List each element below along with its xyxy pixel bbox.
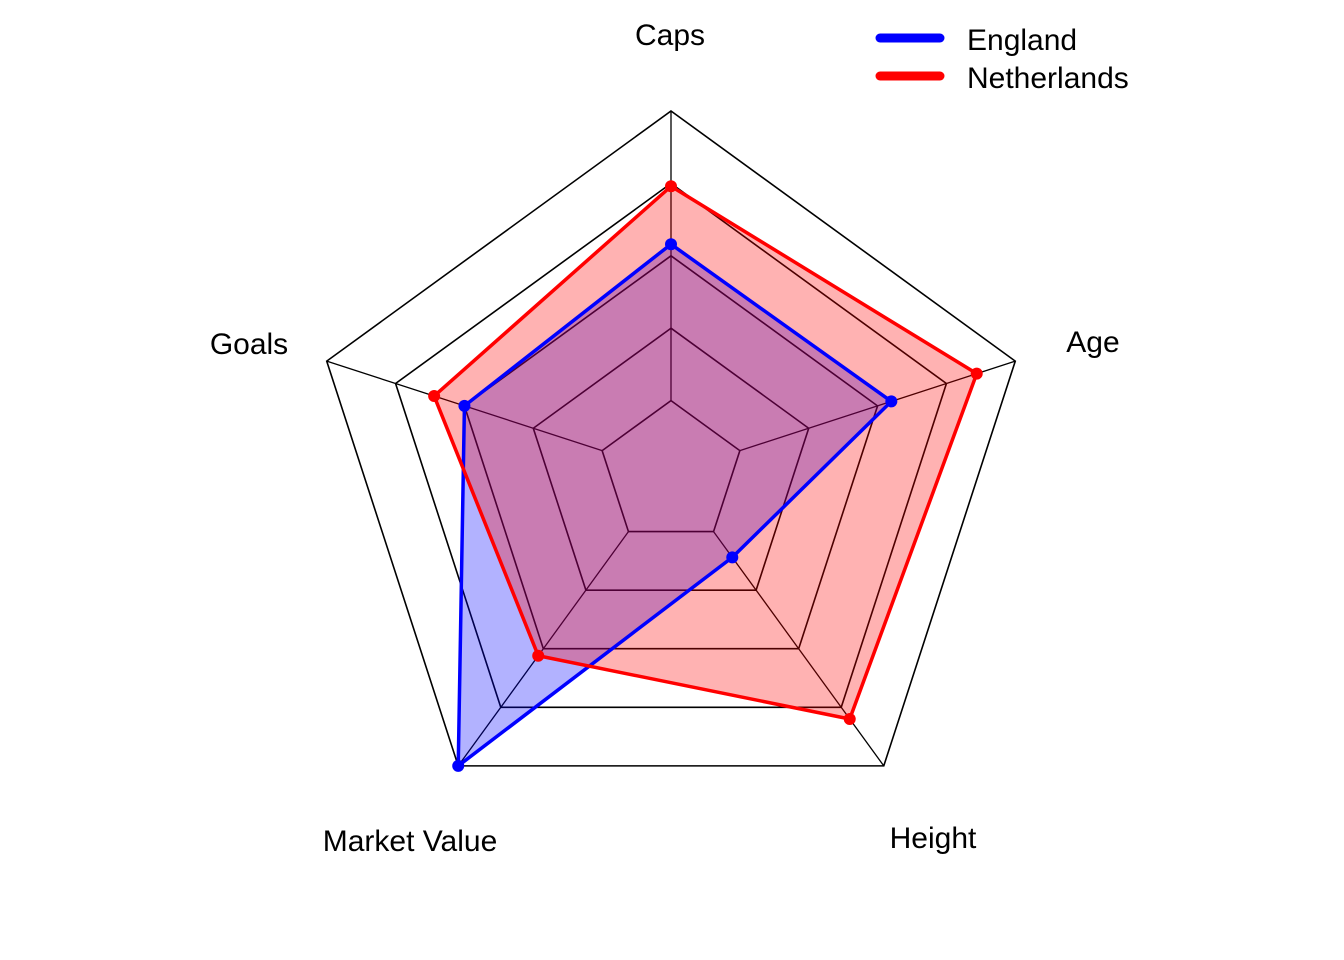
series-area-england (458, 244, 892, 766)
axis-spoke-market-value (457, 531, 629, 767)
axis-label-height: Height (890, 822, 977, 855)
legend: England Netherlands (875, 24, 1129, 95)
series-point-england-height (726, 551, 739, 564)
series-point-netherlands-age (970, 367, 983, 380)
series-point-england-age (885, 395, 898, 408)
series-point-netherlands-market-value (532, 649, 545, 662)
series-point-netherlands-goals (428, 390, 441, 403)
legend-label-england: England (967, 24, 1077, 57)
series-point-england-goals (458, 399, 471, 412)
series-point-england-market-value (452, 759, 465, 772)
grid-ring-4 (394, 182, 948, 709)
series-area-netherlands (434, 186, 977, 720)
radar-series (428, 180, 983, 772)
axis-label-age: Age (1066, 326, 1119, 359)
series-point-england-caps (665, 238, 677, 251)
grid-ring-2 (532, 327, 810, 591)
radar-grid (325, 110, 1017, 767)
axis-label-goals: Goals (210, 328, 288, 361)
series-point-netherlands-caps (665, 180, 677, 193)
axis-spoke-height (713, 531, 885, 767)
series-line-england (456, 242, 894, 768)
series-line-netherlands (432, 184, 979, 721)
series-point-netherlands-height (843, 713, 856, 726)
axis-label-caps: Caps (635, 19, 705, 52)
axis-label-market-value: Market Value (323, 825, 498, 858)
axis-spoke-age (739, 360, 1016, 452)
grid-ring-5 (325, 110, 1017, 767)
grid-ring-1 (601, 399, 741, 533)
legend-label-netherlands: Netherlands (967, 62, 1129, 95)
